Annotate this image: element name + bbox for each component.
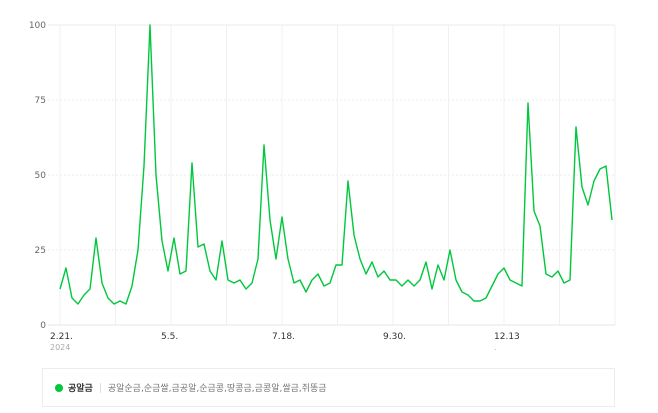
y-tick-label: 25 — [35, 246, 46, 256]
legend-divider — [99, 382, 101, 393]
legend-keywords: 공알순금,순금쌀,금공알,순금콩,땅콩금,금콩알,쌀금,쥐똥금 — [107, 384, 327, 394]
x-tick-sublabel: 2024 — [50, 343, 70, 352]
y-tick-label: 50 — [35, 171, 47, 181]
legend: 공알금 공알순금,순금쌀,금공알,순금콩,땅콩금,금콩알,쌀금,쥐똥금 — [42, 368, 615, 407]
y-tick-label: 100 — [29, 21, 46, 31]
x-tick-label: 7.18. — [272, 332, 295, 342]
legend-color-dot — [55, 383, 63, 392]
y-tick-label: 0 — [40, 321, 46, 331]
x-tick-label: 5.5. — [161, 332, 178, 342]
x-tick-label: 2.21. — [50, 332, 73, 342]
series-line — [59, 24, 613, 305]
x-tick-sublabel: . — [494, 343, 497, 352]
legend-series-name: 공알금 — [68, 384, 93, 394]
x-tick-label: 9.30. — [383, 332, 406, 342]
x-tick-label: 12.13 — [494, 332, 520, 342]
y-tick-label: 75 — [35, 96, 46, 106]
